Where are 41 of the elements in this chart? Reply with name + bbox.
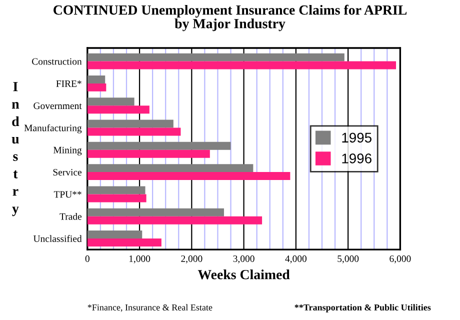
y-tick-label: Manufacturing [24, 124, 82, 134]
y-tick-label: Construction [32, 58, 82, 65]
bar [87, 83, 106, 92]
bar [87, 194, 146, 202]
bar [87, 128, 181, 136]
x-tick-label: 4,000 [285, 255, 306, 264]
bar [87, 208, 224, 216]
bar [87, 120, 174, 128]
x-axis-title: Weeks Claimed [198, 270, 290, 280]
legend-label: 1996 [342, 154, 372, 164]
y-tick-label: Mining [53, 146, 82, 156]
y-tick-label: Service [53, 168, 82, 176]
x-tick-label: 2,000 [181, 255, 202, 264]
y-tick-label: Trade [60, 212, 82, 220]
bar [87, 98, 134, 106]
bar [87, 164, 254, 172]
x-tick-label: 0 [85, 255, 90, 262]
y-axis-title: Industry [12, 82, 20, 216]
bar [87, 150, 210, 158]
bar [87, 75, 106, 84]
x-tick-label: 5,000 [338, 255, 359, 264]
y-tick-label: Government [34, 102, 82, 110]
bar [87, 230, 142, 239]
legend-label: 1995 [342, 132, 372, 143]
x-tick-label: 6,000 [390, 255, 411, 264]
bar [87, 172, 290, 180]
text: **Transportation & Public Utilities [294, 304, 431, 312]
y-tick-label: TPU** [54, 191, 82, 198]
bar [87, 142, 231, 150]
y-tick-label: FIRE* [56, 80, 82, 87]
y-tick-label: Unclassified [33, 235, 82, 242]
bar [87, 61, 396, 70]
bar [87, 216, 262, 224]
bar [87, 186, 146, 194]
bar [87, 53, 344, 62]
x-tick-label: 3,000 [233, 255, 254, 264]
x-tick-label: 1,000 [129, 255, 150, 264]
bar [87, 238, 162, 246]
chart-title: CONTINUED Unemployment Insurance Claims for APRIL by Major Industry [54, 4, 407, 32]
text: *Finance, Insurance & Real Estate [88, 304, 212, 312]
bar [87, 106, 150, 114]
